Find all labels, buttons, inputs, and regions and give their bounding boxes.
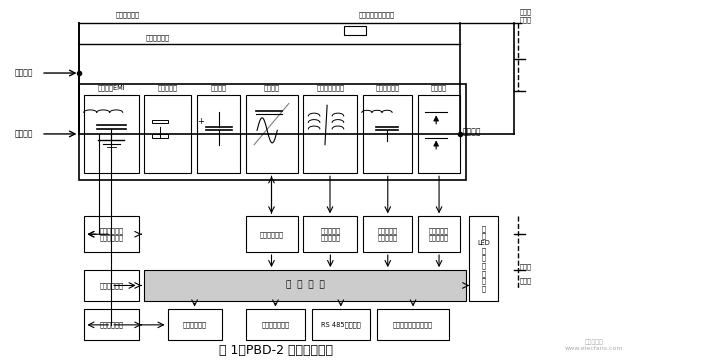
- Text: 交流检测单元: 交流检测单元: [99, 321, 123, 328]
- Text: 原边电流检
测控制单元: 原边电流检 测控制单元: [320, 227, 340, 242]
- Text: 直流输入EMI: 直流输入EMI: [98, 84, 125, 91]
- Text: 交流相位同步
跟踪检测单元: 交流相位同步 跟踪检测单元: [99, 227, 123, 242]
- Text: 面
板
LED
工
作
流
程
指
示: 面 板 LED 工 作 流 程 指 示: [478, 225, 490, 292]
- Bar: [246, 216, 297, 252]
- Bar: [303, 216, 357, 252]
- Bar: [84, 216, 138, 252]
- Text: 输出反馈检
测控制单元: 输出反馈检 测控制单元: [378, 227, 398, 242]
- Bar: [303, 95, 357, 173]
- Bar: [344, 26, 366, 35]
- Bar: [197, 95, 241, 173]
- Text: 线开关: 线开关: [520, 278, 532, 284]
- Bar: [144, 270, 465, 300]
- Bar: [84, 309, 138, 340]
- Text: 直流输入: 直流输入: [14, 130, 33, 138]
- Bar: [469, 216, 498, 300]
- Text: 推修旁路回路: 推修旁路回路: [116, 11, 140, 18]
- Text: 系统辅助电源: 系统辅助电源: [99, 282, 123, 288]
- Bar: [363, 216, 413, 252]
- Bar: [246, 309, 305, 340]
- Bar: [377, 309, 450, 340]
- Text: +: +: [197, 117, 204, 126]
- Text: 控  制  单  元: 控 制 单 元: [286, 281, 325, 290]
- Bar: [363, 95, 413, 173]
- Bar: [152, 119, 167, 123]
- Text: 线开关: 线开关: [520, 16, 532, 23]
- Text: 图 1、PBD-2 系统原理框图: 图 1、PBD-2 系统原理框图: [219, 344, 333, 357]
- Text: 键盘及显示单元: 键盘及显示单元: [262, 321, 289, 328]
- Bar: [84, 95, 138, 173]
- Text: 逆变单元: 逆变单元: [263, 84, 280, 91]
- Bar: [312, 309, 370, 340]
- Text: 推修旁路切换接触器: 推修旁路切换接触器: [359, 11, 395, 18]
- Text: 交流输出: 交流输出: [462, 128, 481, 137]
- Text: 输出隔离变压器: 输出隔离变压器: [316, 84, 344, 91]
- Text: 软启动单元: 软启动单元: [158, 84, 178, 91]
- Bar: [167, 309, 222, 340]
- Text: 逆变驱动单元: 逆变驱动单元: [260, 231, 283, 238]
- Bar: [80, 84, 465, 180]
- Text: 输出滤波单元: 输出滤波单元: [376, 84, 399, 91]
- Text: 直流检测单元: 直流检测单元: [183, 321, 207, 328]
- Bar: [418, 95, 460, 173]
- Text: 电子旁路回路: 电子旁路回路: [146, 34, 170, 41]
- Text: RS 485通讯单元: RS 485通讯单元: [321, 321, 360, 328]
- Text: 滤波单元: 滤波单元: [211, 84, 227, 91]
- Text: 输出声光报警信号单元: 输出声光报警信号单元: [393, 321, 433, 328]
- Text: 静态开关切
换控制单元: 静态开关切 换控制单元: [429, 227, 449, 242]
- Text: 交流输入: 交流输入: [14, 69, 33, 78]
- Bar: [246, 95, 297, 173]
- Bar: [152, 134, 167, 138]
- Text: 静态开关: 静态开关: [431, 84, 447, 91]
- Bar: [144, 95, 191, 173]
- Text: 电子发烧友
www.elecfans.com: 电子发烧友 www.elecfans.com: [564, 340, 623, 351]
- Bar: [418, 216, 460, 252]
- Text: 输出馈: 输出馈: [520, 263, 532, 270]
- Bar: [84, 270, 138, 300]
- Text: 输出馈: 输出馈: [520, 9, 532, 16]
